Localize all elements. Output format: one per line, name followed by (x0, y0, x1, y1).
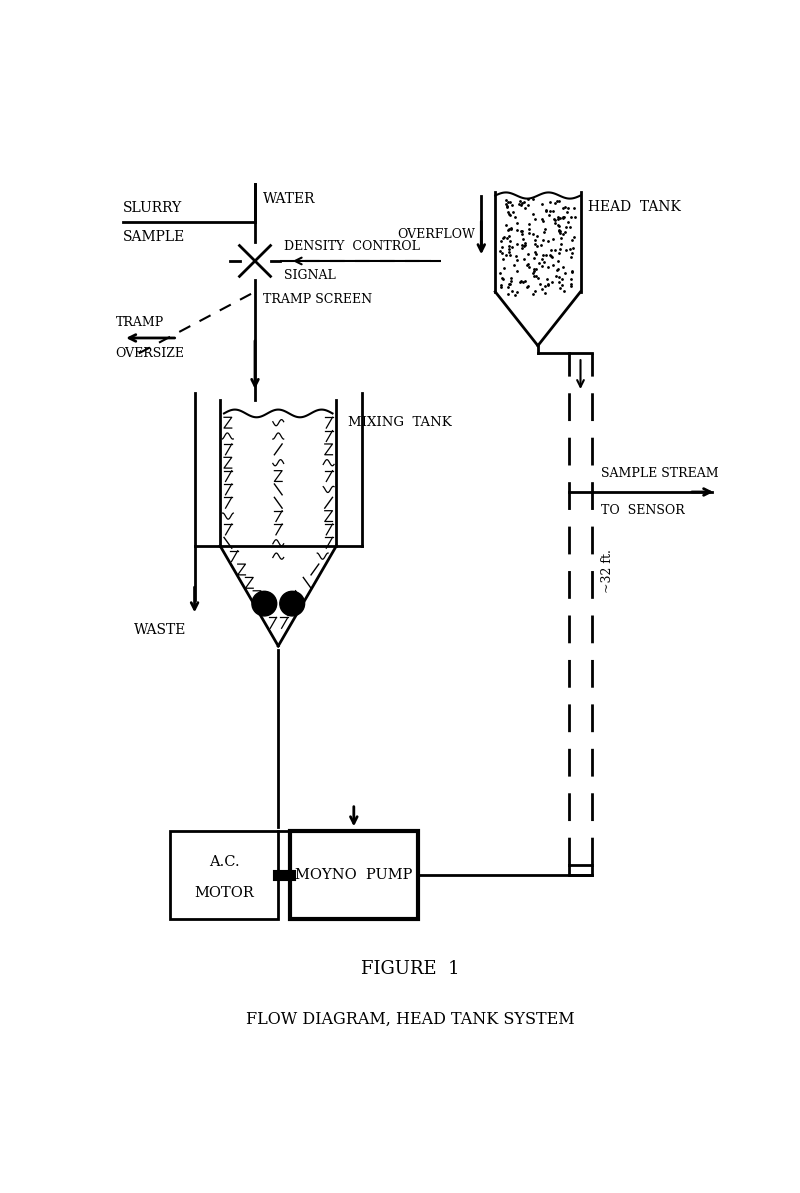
Text: WASTE: WASTE (134, 623, 187, 637)
Text: HEAD  TANK: HEAD TANK (588, 200, 681, 214)
Text: TO  SENSOR: TO SENSOR (602, 503, 685, 517)
Text: ~32 ft.: ~32 ft. (602, 549, 614, 593)
Text: FIGURE  1: FIGURE 1 (361, 960, 459, 978)
Circle shape (252, 592, 277, 616)
Bar (290, 830, 418, 920)
Text: DENSITY  CONTROL: DENSITY CONTROL (285, 240, 420, 253)
Text: SAMPLE: SAMPLE (123, 230, 186, 245)
Text: SLURRY: SLURRY (123, 200, 182, 215)
Bar (170, 830, 278, 920)
Text: SAMPLE STREAM: SAMPLE STREAM (602, 468, 719, 481)
Circle shape (280, 592, 305, 616)
Text: OVERSIZE: OVERSIZE (115, 347, 185, 360)
Text: MOYNO  PUMP: MOYNO PUMP (295, 869, 413, 882)
Text: TRAMP SCREEN: TRAMP SCREEN (262, 293, 372, 305)
Text: MOTOR: MOTOR (194, 885, 254, 900)
Text: TRAMP: TRAMP (115, 316, 164, 329)
Text: A.C.: A.C. (209, 854, 239, 869)
Text: MIXING  TANK: MIXING TANK (348, 416, 452, 429)
Text: WATER: WATER (262, 192, 315, 205)
Text: FLOW DIAGRAM, HEAD TANK SYSTEM: FLOW DIAGRAM, HEAD TANK SYSTEM (246, 1010, 574, 1028)
Text: SIGNAL: SIGNAL (285, 268, 336, 282)
Text: OVERFLOW: OVERFLOW (398, 228, 475, 241)
